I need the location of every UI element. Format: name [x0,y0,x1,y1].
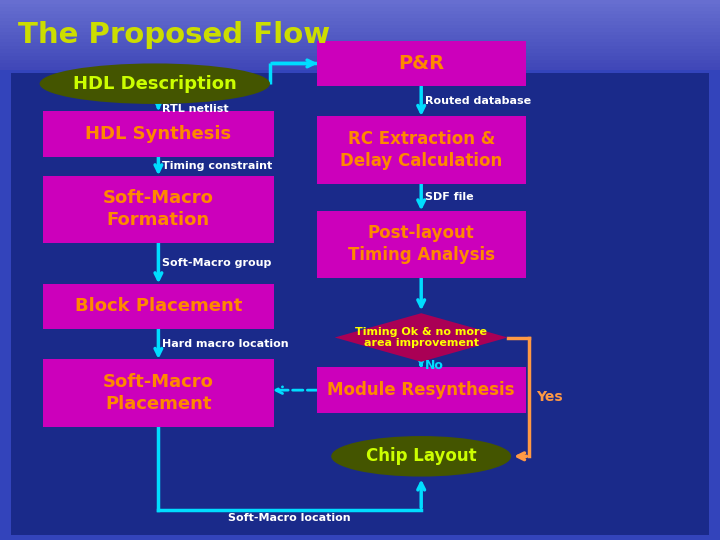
Bar [0,14,720,17]
Text: RC Extraction &
Delay Calculation: RC Extraction & Delay Calculation [340,130,503,170]
Bar [0,35,720,39]
Bar [0,31,720,35]
Bar [0,42,720,45]
Text: HDL Description: HDL Description [73,75,237,93]
Polygon shape [335,313,508,362]
Text: Block Placement: Block Placement [75,298,242,315]
Text: Timing Ok & no more
area improvement: Timing Ok & no more area improvement [355,327,487,348]
Bar [11,73,709,535]
Bar [0,0,720,70]
Text: Chip Layout: Chip Layout [366,447,477,465]
Bar [0,21,720,24]
FancyBboxPatch shape [317,116,526,184]
Bar [0,49,720,53]
Text: P&R: P&R [398,54,444,73]
Ellipse shape [40,63,270,104]
Text: Routed database: Routed database [425,96,531,106]
FancyBboxPatch shape [43,359,274,427]
Text: Soft-Macro
Placement: Soft-Macro Placement [103,373,214,413]
Bar [0,66,720,70]
Text: No: No [425,359,444,373]
FancyBboxPatch shape [43,111,274,157]
Bar [0,63,720,67]
Bar [0,10,720,14]
FancyBboxPatch shape [43,176,274,243]
FancyBboxPatch shape [317,367,526,413]
Text: Module Resynthesis: Module Resynthesis [328,381,515,399]
Text: Yes: Yes [536,390,563,404]
Text: RTL netlist: RTL netlist [162,104,229,114]
Text: Hard macro location: Hard macro location [162,339,289,349]
Text: Timing constraint: Timing constraint [162,161,272,171]
Bar [0,3,720,7]
Bar [0,52,720,56]
Text: Soft-Macro
Formation: Soft-Macro Formation [103,189,214,230]
Text: SDF file: SDF file [425,192,474,202]
Ellipse shape [331,436,511,476]
FancyBboxPatch shape [317,40,526,86]
FancyBboxPatch shape [317,211,526,278]
Text: Soft-Macro group: Soft-Macro group [162,258,271,268]
Text: The Proposed Flow: The Proposed Flow [18,21,330,49]
Bar [0,28,720,31]
Text: HDL Synthesis: HDL Synthesis [86,125,231,143]
Bar [0,25,720,28]
Bar [0,0,720,3]
Bar [0,45,720,49]
Bar [0,39,720,42]
Bar [0,60,720,63]
Bar [0,56,720,60]
Bar [0,18,720,21]
Text: Post-layout
Timing Analysis: Post-layout Timing Analysis [348,224,495,265]
FancyBboxPatch shape [43,284,274,329]
Text: Soft-Macro location: Soft-Macro location [228,514,351,523]
Bar [0,7,720,10]
